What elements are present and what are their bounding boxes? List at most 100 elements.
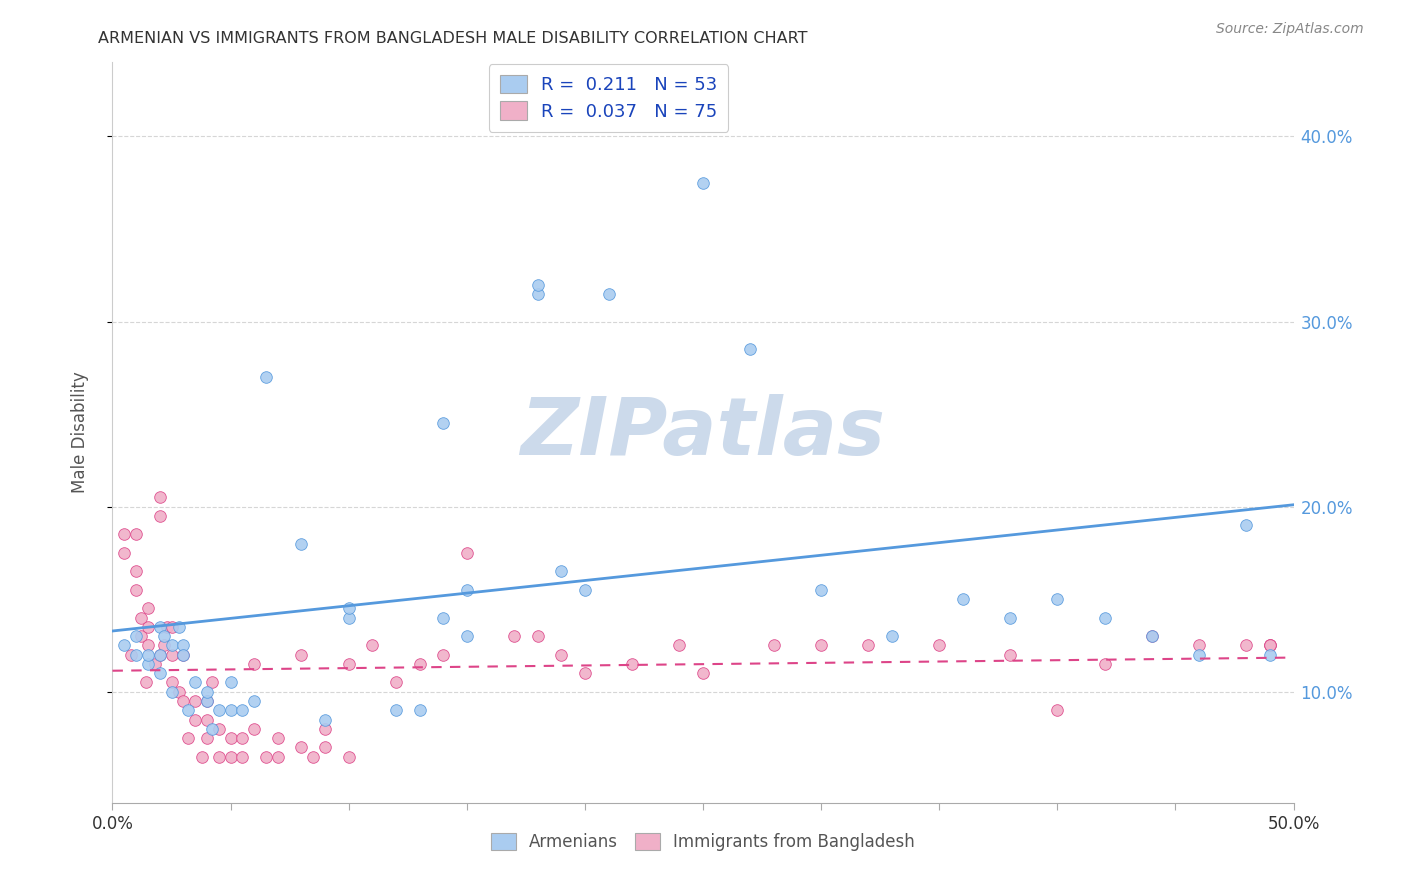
Point [112, 639, 135, 653]
Point [290, 536, 312, 550]
Point [1258, 639, 1281, 653]
Point [408, 703, 430, 717]
Point [526, 629, 548, 643]
Point [503, 629, 526, 643]
Point [135, 675, 157, 690]
Point [143, 657, 166, 671]
Point [1046, 592, 1069, 607]
Point [550, 565, 572, 579]
Point [201, 722, 224, 736]
Point [112, 546, 135, 560]
Point [120, 648, 142, 662]
Point [231, 749, 253, 764]
Point [432, 648, 454, 662]
Point [112, 527, 135, 541]
Point [149, 648, 172, 662]
Point [125, 648, 148, 662]
Point [156, 620, 179, 634]
Point [149, 491, 172, 505]
Point [1140, 629, 1163, 643]
Point [125, 582, 148, 597]
Point [314, 740, 336, 755]
Point [456, 546, 478, 560]
Point [810, 582, 832, 597]
Point [361, 639, 384, 653]
Point [1188, 639, 1211, 653]
Text: Source: ZipAtlas.com: Source: ZipAtlas.com [1216, 22, 1364, 37]
Point [574, 582, 596, 597]
Point [195, 731, 218, 745]
Point [219, 731, 242, 745]
Point [172, 639, 194, 653]
Point [125, 565, 148, 579]
Point [195, 694, 218, 708]
Point [456, 629, 478, 643]
Point [692, 666, 714, 681]
Point [231, 703, 253, 717]
Point [880, 629, 903, 643]
Point [1094, 610, 1116, 624]
Point [184, 675, 207, 690]
Point [526, 277, 548, 292]
Point [1234, 639, 1257, 653]
Point [267, 749, 290, 764]
Point [231, 731, 253, 745]
Point [432, 417, 454, 431]
Point [740, 343, 762, 357]
Point [208, 749, 231, 764]
Point [136, 601, 159, 615]
Point [208, 722, 231, 736]
Point [1140, 629, 1163, 643]
Point [219, 703, 242, 717]
Point [184, 694, 207, 708]
Point [149, 508, 172, 523]
Point [290, 740, 312, 755]
Point [1258, 639, 1281, 653]
Point [149, 648, 172, 662]
Point [184, 713, 207, 727]
Point [201, 675, 224, 690]
Point [160, 639, 183, 653]
Point [129, 629, 152, 643]
Point [337, 601, 360, 615]
Point [254, 370, 277, 384]
Point [136, 657, 159, 671]
Point [149, 666, 172, 681]
Point [432, 610, 454, 624]
Point [998, 610, 1021, 624]
Point [136, 648, 159, 662]
Point [1258, 648, 1281, 662]
Point [928, 639, 950, 653]
Point [290, 648, 312, 662]
Point [621, 657, 644, 671]
Point [219, 675, 242, 690]
Point [574, 666, 596, 681]
Point [302, 749, 325, 764]
Point [172, 648, 194, 662]
Point [1094, 657, 1116, 671]
Point [456, 582, 478, 597]
Point [314, 722, 336, 736]
Point [125, 629, 148, 643]
Point [243, 657, 266, 671]
Point [172, 694, 194, 708]
Point [191, 749, 214, 764]
Text: ARMENIAN VS IMMIGRANTS FROM BANGLADESH MALE DISABILITY CORRELATION CHART: ARMENIAN VS IMMIGRANTS FROM BANGLADESH M… [98, 31, 808, 46]
Point [337, 610, 360, 624]
Point [195, 685, 218, 699]
Point [385, 675, 408, 690]
Point [692, 176, 714, 190]
Point [208, 703, 231, 717]
Point [1258, 639, 1281, 653]
Point [136, 639, 159, 653]
Point [243, 694, 266, 708]
Point [153, 629, 176, 643]
Point [1234, 518, 1257, 533]
Point [129, 610, 152, 624]
Point [160, 648, 183, 662]
Point [172, 648, 194, 662]
Point [243, 722, 266, 736]
Point [177, 703, 200, 717]
Point [1188, 648, 1211, 662]
Point [160, 685, 183, 699]
